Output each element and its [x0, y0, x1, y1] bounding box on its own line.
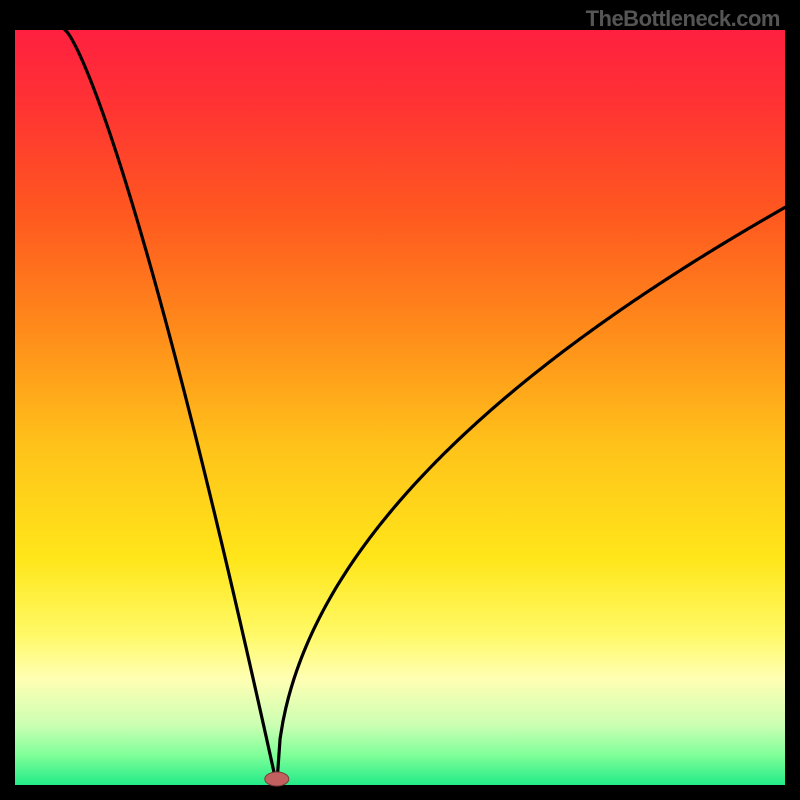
bottleneck-chart	[0, 0, 800, 800]
watermark-text: TheBottleneck.com	[586, 6, 780, 32]
chart-container: TheBottleneck.com	[0, 0, 800, 800]
vertex-marker	[265, 772, 289, 786]
plot-area	[15, 30, 785, 785]
